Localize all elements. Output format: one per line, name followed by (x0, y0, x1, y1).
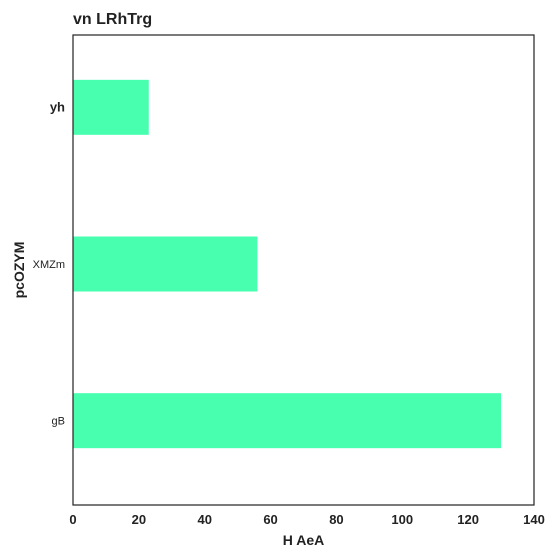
x-axis-ticks: 0 20 40 60 80 100 120 140 (69, 512, 544, 527)
category-label-XMZm: XMZm (33, 259, 65, 271)
x-tick-label-80: 80 (329, 512, 343, 527)
x-axis-label: H AeA (283, 532, 325, 548)
x-tick-label-40: 40 (197, 512, 211, 527)
category-label-yh: yh (50, 99, 65, 114)
x-tick-label-120: 120 (457, 512, 479, 527)
plot-frame (72, 34, 535, 506)
x-tick-label-140: 140 (523, 512, 545, 527)
x-tick-label-60: 60 (263, 512, 277, 527)
bar-yh (73, 79, 149, 135)
bar-gB (73, 393, 502, 449)
y-axis-category-labels: yh XMZm gB (33, 99, 65, 427)
x-tick-label-20: 20 (132, 512, 146, 527)
y-axis-label: pcOZYM (11, 242, 27, 299)
x-tick-label-0: 0 (69, 512, 76, 527)
bar-XMZm (73, 236, 258, 292)
x-tick-label-100: 100 (391, 512, 413, 527)
category-label-gB: gB (52, 416, 65, 428)
bars-group (73, 79, 502, 449)
chart-title: vn LRhTrg (73, 11, 152, 28)
